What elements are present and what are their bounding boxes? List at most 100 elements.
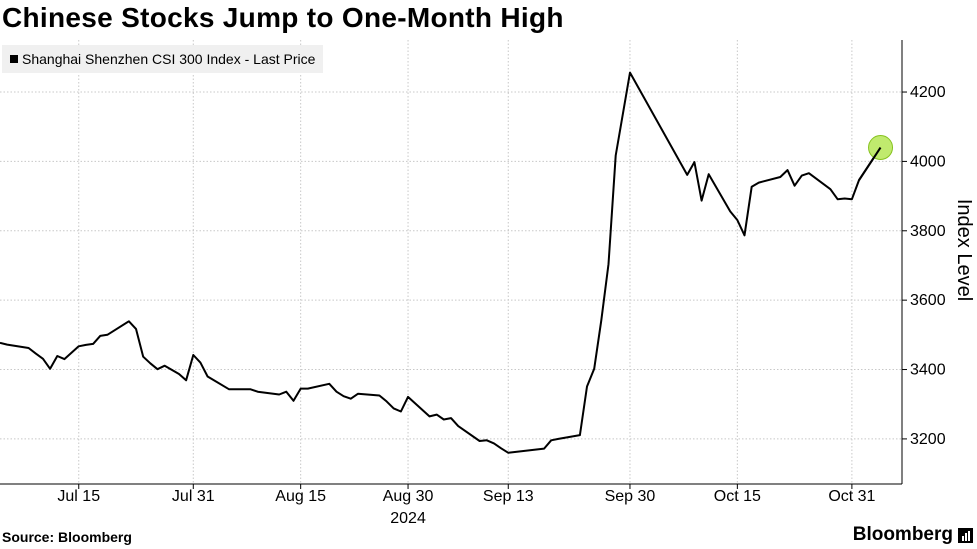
- y-tick-label: 3800: [910, 223, 946, 240]
- x-tick-label: Jul 31: [172, 488, 215, 505]
- data-point: [278, 394, 280, 396]
- data-point: [142, 356, 144, 358]
- data-point: [794, 185, 796, 187]
- data-point: [686, 174, 688, 176]
- data-point: [808, 172, 810, 174]
- series-area: [0, 71, 894, 454]
- tick-labels: 3200 3400 3600 3800 4000 4200 Jul 15 Jul 31 Aug …: [57, 84, 975, 527]
- data-point: [443, 419, 445, 421]
- data-point: [844, 198, 846, 200]
- data-point: [851, 198, 853, 200]
- data-point: [328, 383, 330, 385]
- data-point: [207, 376, 209, 378]
- data-point: [736, 219, 738, 221]
- data-point: [185, 379, 187, 381]
- data-point: [457, 425, 459, 427]
- data-point: [235, 388, 237, 390]
- data-point: [450, 417, 452, 419]
- x-tick-label: Aug 15: [275, 488, 326, 505]
- data-point: [307, 388, 309, 390]
- axes: [0, 40, 907, 489]
- data-point: [500, 447, 502, 449]
- data-point: [192, 354, 194, 356]
- data-point: [285, 391, 287, 393]
- x-year-label: 2024: [390, 510, 426, 527]
- data-point: [257, 391, 259, 393]
- data-point: [744, 234, 746, 236]
- legend-swatch: [10, 55, 18, 63]
- data-point: [779, 176, 781, 178]
- data-point: [28, 347, 30, 349]
- data-point: [693, 161, 695, 163]
- data-point: [157, 368, 159, 370]
- data-point: [729, 210, 731, 212]
- y-tick-label: 4200: [910, 84, 946, 101]
- data-point: [787, 169, 789, 171]
- legend-label: Shanghai Shenzhen CSI 300 Index - Last P…: [22, 51, 316, 67]
- data-point: [85, 344, 87, 346]
- data-point: [300, 388, 302, 390]
- x-tick-label: Oct 31: [828, 488, 875, 505]
- x-tick-label: Jul 15: [57, 488, 100, 505]
- data-point: [128, 320, 130, 322]
- series-line: [0, 71, 882, 454]
- y-tick-label: 3600: [910, 292, 946, 309]
- series-line-tail: [858, 146, 882, 181]
- y-tick-label: 4000: [910, 153, 946, 170]
- data-point: [149, 362, 151, 364]
- data-point: [293, 400, 295, 402]
- x-tick-label: Oct 15: [714, 488, 761, 505]
- data-point: [378, 395, 380, 397]
- x-tick-label: Sep 30: [605, 488, 656, 505]
- data-point: [336, 391, 338, 393]
- y-tick-label: 3400: [910, 362, 946, 379]
- data-point: [106, 334, 108, 336]
- data-point: [400, 411, 402, 413]
- data-point: [507, 452, 509, 454]
- data-point: [557, 438, 559, 440]
- data-point: [708, 173, 710, 175]
- data-point: [579, 434, 581, 436]
- data-point: [758, 182, 760, 184]
- x-tick-label: Aug 30: [383, 488, 434, 505]
- data-point: [357, 393, 359, 395]
- data-point: [751, 186, 753, 188]
- data-point: [56, 355, 58, 357]
- brand-name: Bloomberg: [852, 524, 953, 545]
- data-point: [178, 373, 180, 375]
- data-point: [701, 200, 703, 202]
- data-point: [343, 395, 345, 397]
- data-point: [199, 362, 201, 364]
- data-point: [350, 398, 352, 400]
- data-point: [615, 155, 617, 157]
- data-point: [250, 388, 252, 390]
- data-point: [407, 396, 409, 398]
- data-point: [801, 175, 803, 177]
- data-point: [629, 72, 631, 74]
- chart-title: Chinese Stocks Jump to One-Month High: [2, 2, 564, 33]
- data-point: [386, 400, 388, 402]
- data-point: [78, 345, 80, 347]
- y-tick-label: 3200: [910, 431, 946, 448]
- data-point: [42, 358, 44, 360]
- data-point: [550, 439, 552, 441]
- data-point: [6, 344, 8, 346]
- data-point: [600, 319, 602, 321]
- data-point: [164, 365, 166, 367]
- data-point: [436, 414, 438, 416]
- data-point: [228, 388, 230, 390]
- data-point: [479, 440, 481, 442]
- data-point: [135, 328, 137, 330]
- data-point: [543, 448, 545, 450]
- gridlines: [0, 40, 902, 484]
- data-point: [393, 407, 395, 409]
- source-note: Source: Bloomberg: [2, 529, 132, 545]
- data-point: [92, 343, 94, 345]
- data-point: [586, 386, 588, 388]
- data-point: [837, 198, 839, 200]
- data-point: [829, 188, 831, 190]
- data-point: [429, 415, 431, 417]
- data-point: [486, 439, 488, 441]
